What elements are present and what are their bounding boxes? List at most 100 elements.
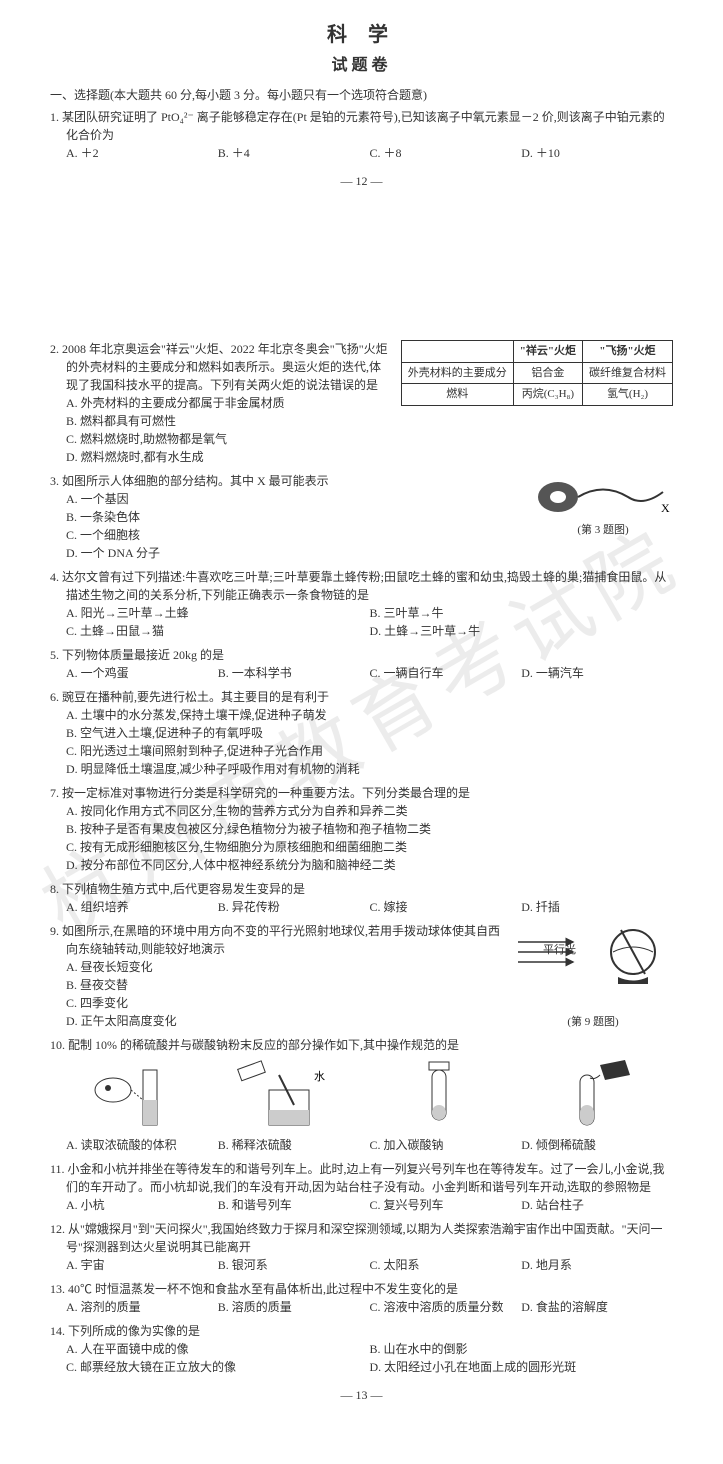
option-a: A. 一个鸡蛋 <box>66 664 218 682</box>
question-10: 10. 配制 10% 的稀硫酸并与碳酸钠粉末反应的部分操作如下,其中操作规范的是 <box>50 1036 673 1154</box>
option-a: A. 按同化作用方式不同区分,生物的营养方式分为自养和异养二类 <box>66 802 673 820</box>
fig-b: 水 浓硫酸 <box>206 1060 362 1130</box>
svg-text:X: X <box>661 501 670 515</box>
option-d: D. 一辆汽车 <box>521 664 673 682</box>
option-b: B. ＋4 <box>218 144 370 162</box>
option-c: C. 燃料燃烧时,助燃物都是氧气 <box>66 430 673 448</box>
question-1: 1. 某团队研究证明了 PtO₄²⁻ 离子能够稳定存在(Pt 是铂的元素符号),… <box>50 108 673 162</box>
question-text: 7. 按一定标准对事物进行分类是科学研究的一种重要方法。下列分类最合理的是 <box>50 784 673 802</box>
cylinder-icon <box>83 1060 173 1130</box>
question-text: 8. 下列植物生殖方式中,后代更容易发生变异的是 <box>50 880 673 898</box>
table-cell: 氢气(H₂) <box>583 384 673 406</box>
option-d: D. 按分布部位不同区分,人体中枢神经系统分为脑和脑神经二类 <box>66 856 673 874</box>
option-a: A. 小杭 <box>66 1196 218 1214</box>
q9-figure: 平行光 (第 9 题图) <box>513 922 673 1030</box>
option-c: C. 加入碳酸钠 <box>370 1136 522 1154</box>
question-text: 11. 小金和小杭并排坐在等待发车的和谐号列车上。此时,边上有一列复兴号列车也在… <box>50 1160 673 1196</box>
q3-figure: X (第 3 题图) <box>533 472 673 539</box>
question-9: 平行光 (第 9 题图) 9. 如图所示,在黑暗的环境中用方向不变的平行光照射地… <box>50 922 673 1030</box>
section-heading: 一、选择题(本大题共 60 分,每小题 3 分。每小题只有一个选项符合题意) <box>50 86 673 104</box>
option-a: A. 溶剂的质量 <box>66 1298 218 1316</box>
option-a: A. ＋2 <box>66 144 218 162</box>
question-3: X (第 3 题图) 3. 如图所示人体细胞的部分结构。其中 X 最可能表示 A… <box>50 472 673 562</box>
option-d: D. 燃料燃烧时,都有水生成 <box>66 448 673 466</box>
option-a: A. 读取浓硫酸的体积 <box>66 1136 218 1154</box>
page-content: 科 学 试题卷 一、选择题(本大题共 60 分,每小题 3 分。每小题只有一个选… <box>50 20 673 1404</box>
option-c: C. 太阳系 <box>370 1256 522 1274</box>
option-d: D. 明显降低土壤温度,减少种子呼吸作用对有机物的消耗 <box>66 760 673 778</box>
question-12: 12. 从"嫦娥探月"到"天问探火",我国始终致力于探月和深空探测领域,以期为人… <box>50 1220 673 1274</box>
option-d: D. 一个 DNA 分子 <box>66 544 673 562</box>
question-text: 14. 下列所成的像为实像的是 <box>50 1322 673 1340</box>
table-cell: 碳纤维复合材料 <box>583 362 673 384</box>
page-number-12: — 12 — <box>50 172 673 190</box>
table-cell: 外壳材料的主要成分 <box>401 362 513 384</box>
option-d: D. 土蜂→三叶草→牛 <box>370 622 674 640</box>
option-b: B. 溶质的质量 <box>218 1298 370 1316</box>
option-d: D. ＋10 <box>521 144 673 162</box>
pour-icon <box>555 1060 635 1130</box>
option-b: B. 一本科学书 <box>218 664 370 682</box>
option-d: D. 太阳经过小孔在地面上成的圆形光斑 <box>370 1358 674 1376</box>
option-c: C. 土蜂→田鼠→猫 <box>66 622 370 640</box>
svg-text:水: 水 <box>314 1070 325 1083</box>
option-b: B. 燃料都具有可燃性 <box>66 412 673 430</box>
question-text: 12. 从"嫦娥探月"到"天问探火",我国始终致力于探月和深空探测领域,以期为人… <box>50 1220 673 1256</box>
option-a: A. 宇宙 <box>66 1256 218 1274</box>
table-cell: 铝合金 <box>513 362 582 384</box>
option-b: B. 银河系 <box>218 1256 370 1274</box>
table-header: "祥云"火炬 <box>513 341 582 363</box>
cell-icon: X <box>533 472 673 522</box>
table-header: "飞扬"火炬 <box>583 341 673 363</box>
option-c: C. ＋8 <box>370 144 522 162</box>
fig-a <box>50 1060 206 1130</box>
question-7: 7. 按一定标准对事物进行分类是科学研究的一种重要方法。下列分类最合理的是 A.… <box>50 784 673 874</box>
option-b: B. 按种子是否有果皮包被区分,绿色植物分为被子植物和孢子植物二类 <box>66 820 673 838</box>
option-c: C. 嫁接 <box>370 898 522 916</box>
option-b: B. 异花传粉 <box>218 898 370 916</box>
question-text: 10. 配制 10% 的稀硫酸并与碳酸钠粉末反应的部分操作如下,其中操作规范的是 <box>50 1036 673 1054</box>
table-cell: 丙烷(C₃H₈) <box>513 384 582 406</box>
page-number-13: — 13 — <box>50 1386 673 1404</box>
question-13: 13. 40℃ 时恒温蒸发一杯不饱和食盐水至有晶体析出,此过程中不发生变化的是 … <box>50 1280 673 1316</box>
table-cell: 燃料 <box>401 384 513 406</box>
question-14: 14. 下列所成的像为实像的是 A. 人在平面镜中成的像 B. 山在水中的倒影 … <box>50 1322 673 1376</box>
option-b: B. 稀释浓硫酸 <box>218 1136 370 1154</box>
question-text: 4. 达尔文曾有过下列描述:牛喜欢吃三叶草;三叶草要靠土蜂传粉;田鼠吃土蜂的蜜和… <box>50 568 673 604</box>
option-a: A. 阳光→三叶草→土蜂 <box>66 604 370 622</box>
option-d: D. 地月系 <box>521 1256 673 1274</box>
q10-figures: 水 浓硫酸 <box>50 1060 673 1130</box>
option-c: C. 一辆自行车 <box>370 664 522 682</box>
question-text: 5. 下列物体质量最接近 20kg 的是 <box>50 646 673 664</box>
question-11: 11. 小金和小杭并排坐在等待发车的和谐号列车上。此时,边上有一列复兴号列车也在… <box>50 1160 673 1214</box>
fig-c <box>362 1060 518 1130</box>
option-a: A. 组织培养 <box>66 898 218 916</box>
figure-caption: (第 3 题图) <box>533 522 673 539</box>
option-b: B. 空气进入土壤,促进种子的有氧呼吸 <box>66 724 673 742</box>
option-d: D. 食盐的溶解度 <box>521 1298 673 1316</box>
option-b: B. 山在水中的倒影 <box>370 1340 674 1358</box>
option-d: D. 倾倒稀硫酸 <box>521 1136 673 1154</box>
table-header <box>401 341 513 363</box>
option-a: A. 土壤中的水分蒸发,保持土壤干燥,促进种子萌发 <box>66 706 673 724</box>
option-c: C. 阳光透过土壤间照射到种子,促进种子光合作用 <box>66 742 673 760</box>
option-c: C. 按有无成形细胞核区分,生物细胞分为原核细胞和细菌细胞二类 <box>66 838 673 856</box>
tube-icon <box>404 1060 474 1130</box>
option-c: C. 邮票经放大镜在正立放大的像 <box>66 1358 370 1376</box>
question-text: 13. 40℃ 时恒温蒸发一杯不饱和食盐水至有晶体析出,此过程中不发生变化的是 <box>50 1280 673 1298</box>
subject-title: 科 学 <box>50 20 673 50</box>
option-d: D. 站台柱子 <box>521 1196 673 1214</box>
option-c: C. 复兴号列车 <box>370 1196 522 1214</box>
question-8: 8. 下列植物生殖方式中,后代更容易发生变异的是 A. 组织培养 B. 异花传粉… <box>50 880 673 916</box>
option-a: A. 人在平面镜中成的像 <box>66 1340 370 1358</box>
figure-caption: (第 9 题图) <box>513 1014 673 1031</box>
question-6: 6. 豌豆在播种前,要先进行松土。其主要目的是有利于 A. 土壤中的水分蒸发,保… <box>50 688 673 778</box>
question-text: 6. 豌豆在播种前,要先进行松土。其主要目的是有利于 <box>50 688 673 706</box>
light-label: 平行光 <box>543 942 703 959</box>
option-c: C. 溶液中溶质的质量分数 <box>370 1298 522 1316</box>
question-text: 1. 某团队研究证明了 PtO₄²⁻ 离子能够稳定存在(Pt 是铂的元素符号),… <box>50 108 673 144</box>
q2-table: "祥云"火炬 "飞扬"火炬 外壳材料的主要成分 铝合金 碳纤维复合材料 燃料 丙… <box>401 340 673 406</box>
option-b: B. 和谐号列车 <box>218 1196 370 1214</box>
paper-title: 试题卷 <box>50 54 673 78</box>
fig-d <box>517 1060 673 1130</box>
